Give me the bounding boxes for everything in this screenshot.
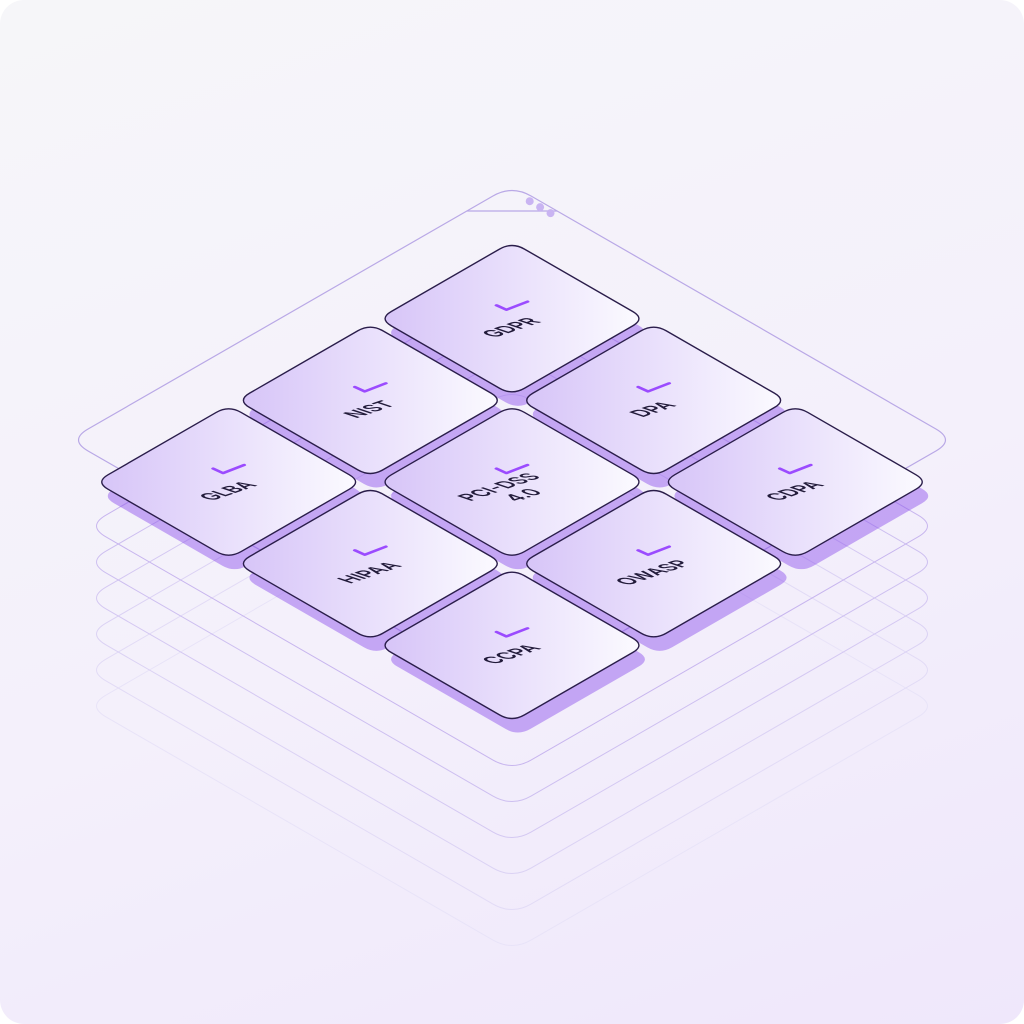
window-dot-icon (536, 203, 544, 211)
isometric-stage: GDPRNISTDPAGLBAPCI-DSS4.0CDPAHIPAAOWASPC… (0, 0, 1024, 1024)
window-dot-icon (526, 197, 534, 205)
compliance-isometric-infographic: GDPRNISTDPAGLBAPCI-DSS4.0CDPAHIPAAOWASPC… (0, 0, 1024, 1024)
window-dot-icon (547, 209, 555, 217)
